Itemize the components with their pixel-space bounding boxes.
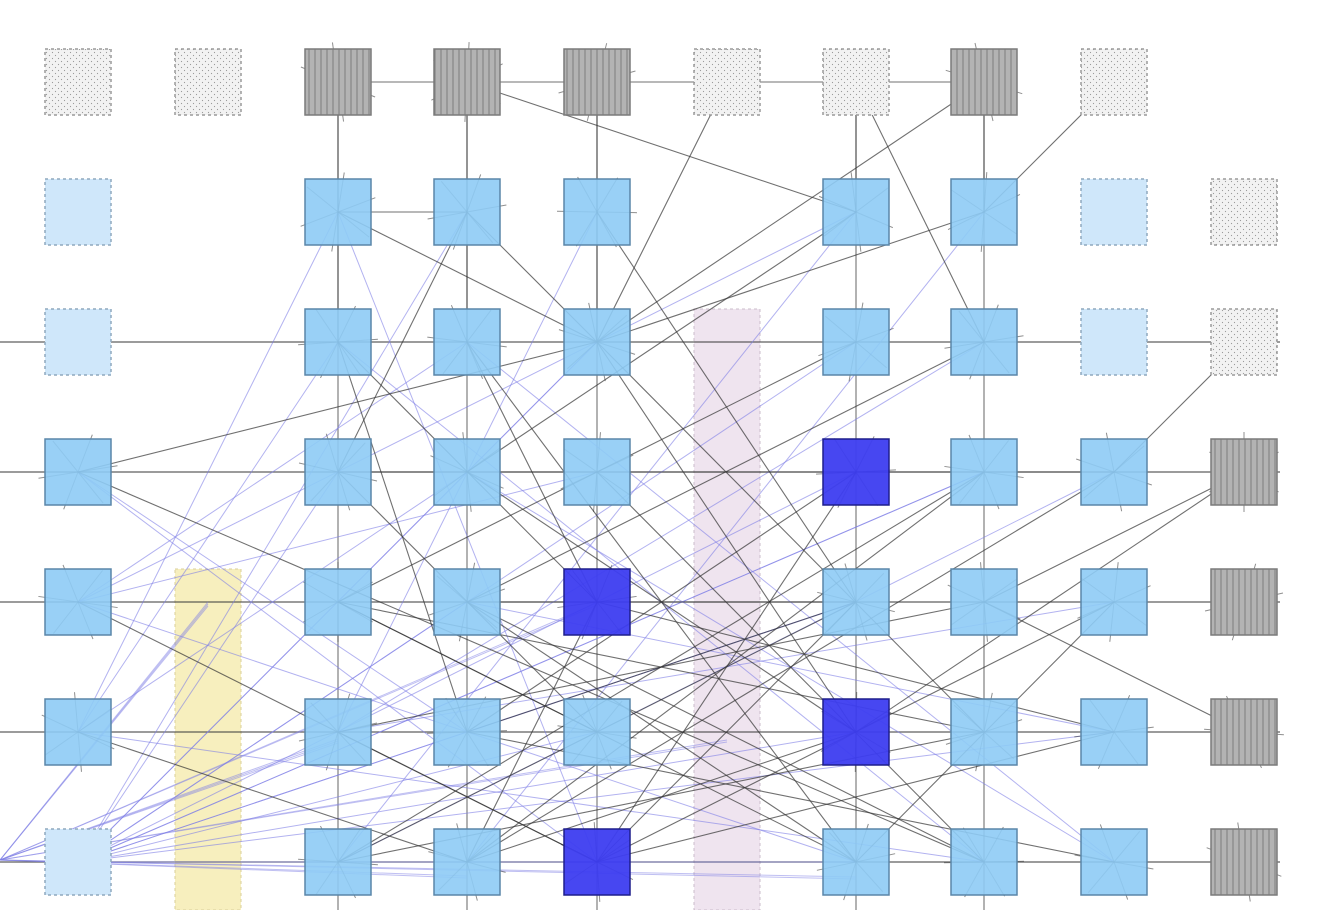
blue-edge-3 [77,341,468,603]
dark-edge-14 [596,211,985,343]
node-blue-r6-c2 [304,828,372,896]
node-grey-r3-c9 [1210,438,1278,506]
node-blue-r2-c4 [563,308,631,376]
dark-edge-1 [466,81,857,213]
node-blue-r4-c3 [433,568,501,636]
dark-edge-36 [596,601,1115,733]
node-ghost-r0-c8 [1080,48,1148,116]
node-highlight-r4-c4 [563,568,631,636]
node-highlight-r5-c6 [822,698,890,766]
blue-edge-4 [77,471,468,733]
node-blue-r5-c8 [1080,698,1148,766]
node-blue-r5-c0 [44,698,112,766]
dark-edge-54 [466,471,985,863]
yellow-band-0 [174,568,242,910]
node-blue-r4-c2 [304,568,372,636]
node-blue-r1-c3 [433,178,501,246]
node-grey-r0-c2 [304,48,372,116]
dark-edge-45 [77,731,468,863]
node-blue-r4-c8 [1080,568,1148,636]
dark-edge-50 [596,731,1115,863]
node-grey-r5-c9 [1210,698,1278,766]
node-blue-r5-c7 [950,698,1018,766]
node-ghost-r0-c0 [44,48,112,116]
dark-edge-59 [596,211,857,603]
node-blue-r1-c7 [950,178,1018,246]
node-blue-r2-c2 [304,308,372,376]
node-light-r2-c8 [1080,308,1148,376]
node-blue-r1-c6 [822,178,890,246]
blue-edge-2 [77,471,598,603]
dark-edge-22 [77,341,598,473]
node-blue-r5-c4 [563,698,631,766]
blue-edge-12 [77,731,598,863]
node-blue-r5-c2 [304,698,372,766]
dark-edge-32 [855,471,1245,733]
node-blue-r3-c7 [950,438,1018,506]
dark-edge-51 [983,601,1245,733]
node-light-r1-c0 [44,178,112,246]
node-blue-r3-c3 [433,438,501,506]
node-blue-r3-c4 [563,438,631,506]
dark-edge-5 [855,81,985,343]
node-blue-r1-c2 [304,178,372,246]
blue-edges [0,211,1115,880]
dark-edge-16 [337,211,468,473]
node-grid [44,48,1278,896]
blue-fan-edge-11 [0,859,857,880]
blue-edge-34 [77,211,857,603]
node-light-r1-c8 [1080,178,1148,246]
node-blue-r2-c3 [433,308,501,376]
node-blue-r4-c6 [822,568,890,636]
node-blue-r5-c3 [433,698,501,766]
node-highlight-r6-c4 [563,828,631,896]
node-highlight-r3-c6 [822,438,890,506]
dark-edge-19 [596,341,985,733]
node-light-r6-c0 [44,828,112,896]
node-blue-r3-c0 [44,438,112,506]
node-ghost-r0-c6 [822,48,890,116]
node-blue-r3-c8 [1080,438,1148,506]
dark-edge-23 [77,471,985,863]
node-grey-r0-c4 [563,48,631,116]
node-light-r2-c0 [44,308,112,376]
node-blue-r4-c0 [44,568,112,636]
node-ghost-r0-c1 [174,48,242,116]
dark-edge-3 [596,81,985,343]
blue-edge-16 [77,211,339,733]
pink-band-1 [693,308,761,910]
node-ghost-r2-c9 [1210,308,1278,376]
node-grey-r4-c9 [1210,568,1278,636]
background-bands [174,308,761,910]
node-ghost-r1-c9 [1210,178,1278,246]
dark-edge-31 [983,471,1245,603]
node-blue-r6-c8 [1080,828,1148,896]
node-blue-r1-c4 [563,178,631,246]
node-blue-r2-c7 [950,308,1018,376]
node-grey-r0-c7 [950,48,1018,116]
dark-edge-12 [337,211,598,343]
node-blue-r6-c7 [950,828,1018,896]
node-blue-r6-c6 [822,828,890,896]
dark-edge-2 [596,81,728,343]
dark-edge-38 [596,601,857,863]
dark-edge-37 [466,601,598,863]
node-blue-r4-c7 [950,568,1018,636]
node-blue-r2-c6 [822,308,890,376]
node-ghost-r0-c5 [693,48,761,116]
dark-edge-52 [337,601,598,733]
dark-edge-56 [466,601,857,863]
node-blue-r3-c2 [304,438,372,506]
dark-edge-60 [596,341,857,733]
blue-edge-0 [77,471,598,863]
node-grey-r0-c3 [433,48,501,116]
node-blue-r6-c3 [433,828,501,896]
blue-fan-edge-9 [0,604,598,861]
blue-edge-26 [77,731,1115,863]
node-grey-r6-c9 [1210,828,1278,896]
